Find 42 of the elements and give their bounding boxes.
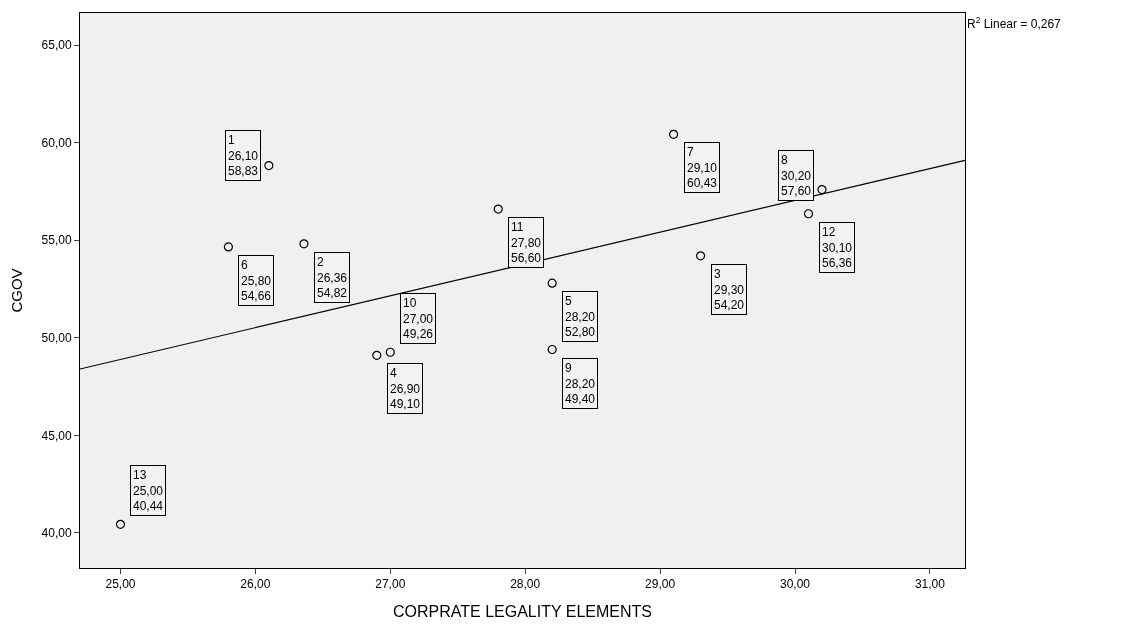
data-label: 1 26,10 58,83 bbox=[228, 133, 259, 179]
y-tick-label: 50,00 bbox=[41, 331, 72, 346]
y-tick-label: 40,00 bbox=[41, 526, 72, 541]
data-label: 3 29,30 54,20 bbox=[714, 267, 745, 313]
data-label: 11 27,80 56,60 bbox=[511, 220, 542, 266]
point bbox=[115, 519, 126, 529]
x-tick-label: 25,00 bbox=[105, 577, 136, 592]
data-label: 2 26,36 54,82 bbox=[317, 255, 348, 301]
point bbox=[223, 242, 233, 252]
y-tick-label: 45,00 bbox=[41, 428, 72, 443]
data-label: 5 28,20 52,80 bbox=[565, 294, 596, 340]
data-label: 7 29,10 60,43 bbox=[687, 145, 718, 191]
point bbox=[264, 160, 274, 171]
data-label: 12 30,10 56,36 bbox=[822, 225, 853, 271]
point bbox=[299, 239, 309, 249]
point bbox=[385, 347, 395, 357]
x-tick-label: 26,00 bbox=[240, 577, 271, 592]
point bbox=[547, 278, 557, 288]
x-tick-label: 27,00 bbox=[375, 577, 406, 592]
point bbox=[493, 204, 503, 214]
data-label: 4 26,90 49,10 bbox=[390, 366, 421, 412]
data-label: 6 25,80 54,66 bbox=[241, 258, 272, 304]
x-tick-label: 31,00 bbox=[914, 577, 946, 592]
data-label: 13 25,00 40,44 bbox=[133, 468, 164, 514]
point bbox=[372, 350, 382, 360]
x-tick-label: 29,00 bbox=[645, 577, 676, 592]
data-label: 8 30,20 57,60 bbox=[781, 153, 812, 199]
point bbox=[803, 209, 814, 219]
y-axis-title: CGOV bbox=[7, 268, 25, 313]
y-tick-label: 55,00 bbox=[41, 233, 72, 248]
data-label: 10 27,00 49,26 bbox=[403, 296, 434, 342]
x-tick-label: 28,00 bbox=[510, 577, 541, 592]
point bbox=[695, 251, 706, 261]
point bbox=[817, 184, 827, 195]
point bbox=[669, 129, 679, 139]
x-axis-title: CORPRATE LEGALITY ELEMENTS bbox=[392, 603, 653, 621]
point bbox=[547, 344, 557, 355]
data-label: 9 28,20 49,40 bbox=[565, 361, 596, 407]
x-tick-label: 30,00 bbox=[780, 577, 811, 592]
y-tick-label: 65,00 bbox=[41, 38, 72, 53]
y-tick-label: 60,00 bbox=[41, 135, 72, 150]
text: R$^{2}$ Linear = 0,267 bbox=[967, 15, 1062, 32]
